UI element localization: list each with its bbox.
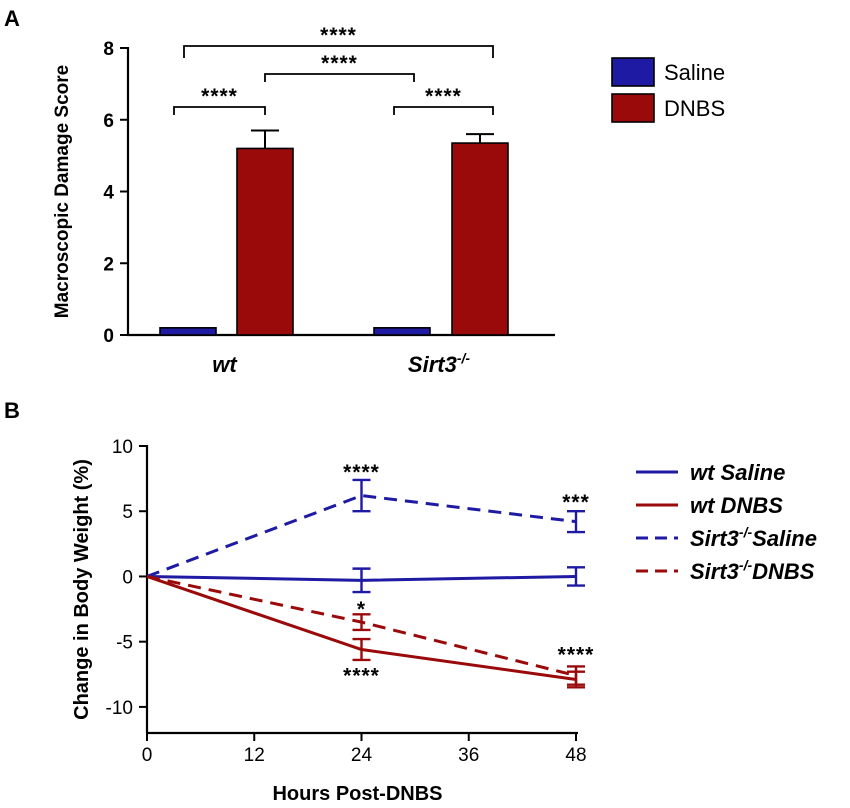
significance-bracket: [183, 45, 494, 58]
legend-label-superscript: -/-: [739, 524, 753, 540]
legend-swatch-saline: [611, 57, 655, 87]
x-tick-label: 48: [565, 745, 586, 766]
x-category-label: Sirt3-/-: [408, 350, 470, 377]
y-tick-label: 10: [112, 437, 133, 458]
y-tick-label: 4: [103, 183, 114, 204]
x-tick-label: 24: [351, 745, 373, 766]
x-tick-label: 36: [458, 745, 479, 766]
significance-bracket: [264, 73, 415, 82]
significance-label: ****: [343, 461, 380, 484]
panel-b-letter: B: [4, 398, 20, 423]
x-category-label: wt: [212, 352, 238, 377]
y-axis-label: Change in Body Weight (%): [71, 459, 93, 720]
significance-label: ****: [320, 24, 357, 47]
significance-bracket: [173, 106, 266, 115]
y-axis-label: Macroscopic Damage Score: [52, 65, 73, 318]
significance-label: ****: [425, 85, 462, 108]
legend-label-saline: Saline: [664, 60, 725, 85]
bar-saline-1: [373, 327, 431, 336]
significance-label: ****: [201, 85, 238, 108]
significance-label: ****: [321, 52, 358, 75]
bar-dnbs-1: [451, 142, 509, 336]
bar-saline-0: [159, 327, 217, 336]
legend-label-base: wt DNBS: [690, 493, 783, 518]
significance-bracket: [393, 106, 494, 115]
legend-label-3: Sirt3-/-DNBS: [690, 557, 815, 584]
legend-label-2: Sirt3-/-Saline: [690, 524, 817, 551]
legend-label-0: wt Saline: [690, 460, 785, 485]
bar-dnbs-0: [236, 147, 294, 336]
x-axis-label: Hours Post-DNBS: [272, 783, 442, 805]
panel-a-bar-chart: 0 2 4 6 8 Macroscopic Damage Score wt Sirt3-/- *…: [52, 24, 725, 377]
panel-b-line-chart: -10 -5 0 5 10 0 12 24 36 48 Hours Post-DNBS Change …: [71, 437, 817, 805]
legend-label-base: Sirt3: [690, 559, 739, 584]
significance-label: ****: [558, 644, 595, 667]
y-tick-label: 6: [103, 111, 114, 132]
legend-label-rest: DNBS: [752, 559, 815, 584]
significance-label: *: [357, 598, 366, 621]
legend-label-superscript: -/-: [739, 557, 753, 573]
legend-label-base: wt Saline: [690, 460, 785, 485]
y-tick-label: 0: [103, 326, 114, 347]
legend-label-1: wt DNBS: [690, 493, 783, 518]
y-tick-label: -10: [106, 698, 133, 719]
y-tick-label: 8: [103, 39, 114, 60]
x-tick-label: 12: [244, 745, 265, 766]
y-tick-label: 0: [122, 567, 133, 588]
legend-label-base: Sirt3: [690, 526, 739, 551]
significance-label: ****: [343, 665, 380, 688]
category-base: wt: [212, 352, 238, 377]
y-tick-label: 2: [103, 254, 114, 275]
legend-label-rest: Saline: [752, 526, 817, 551]
x-tick-label: 0: [142, 745, 153, 766]
category-superscript: -/-: [457, 350, 471, 366]
legend-label-dnbs: DNBS: [664, 96, 725, 121]
y-tick-label: -5: [116, 633, 133, 654]
significance-label: ***: [562, 491, 590, 514]
panel-a-letter: A: [4, 6, 20, 31]
category-base: Sirt3: [408, 352, 457, 377]
legend-swatch-dnbs: [611, 93, 655, 123]
y-tick-label: 5: [122, 502, 133, 523]
